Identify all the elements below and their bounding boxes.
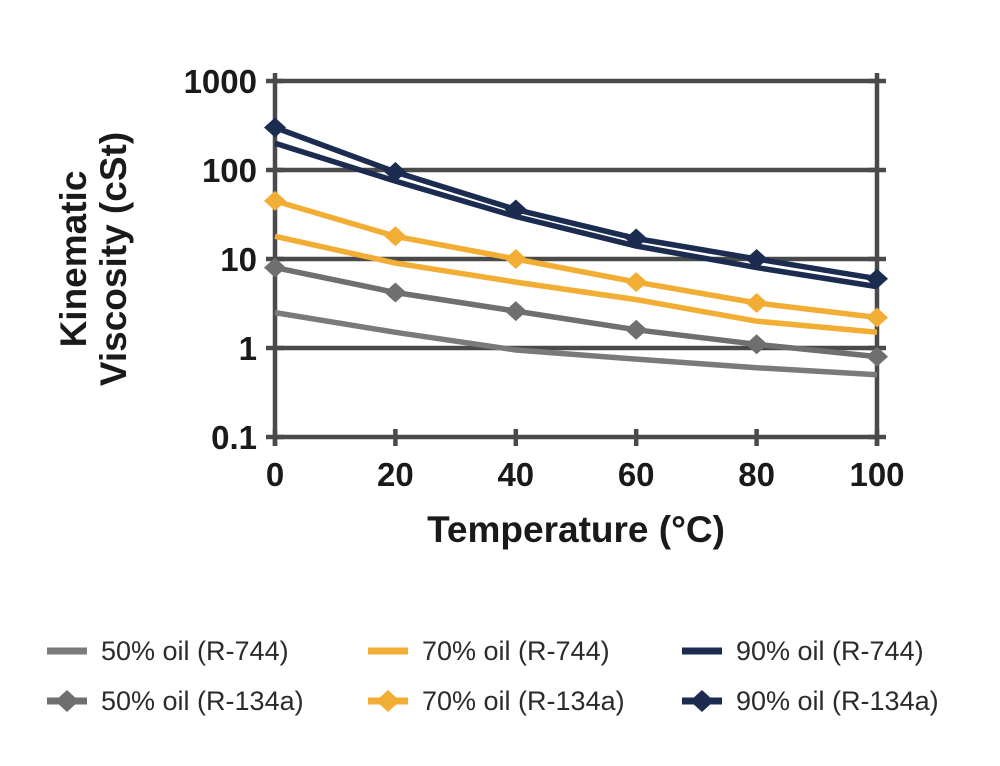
diamond-marker-icon	[264, 257, 286, 278]
y-axis-title: KinematicViscosity (cSt)	[53, 132, 134, 386]
diamond-marker-icon	[384, 282, 407, 303]
series-90-oil-r-744	[274, 140, 878, 290]
diamond-marker-icon	[745, 334, 768, 355]
legend-item-70-oil-r134a: 70% oil (R-134a)	[368, 685, 682, 716]
diamond-marker-icon	[625, 228, 648, 249]
legend-swatch-line-icon	[368, 647, 408, 655]
legend-item-70-oil-r744: 70% oil (R-744)	[368, 635, 682, 666]
diamond-marker-icon	[745, 249, 768, 269]
legend-label-90-oil-r134a: 90% oil (R-134a)	[736, 685, 939, 716]
diamond-marker-icon	[504, 199, 527, 220]
legend-item-90-oil-r134a: 90% oil (R-134a)	[682, 685, 939, 716]
diamond-marker-icon	[866, 346, 888, 367]
diamond-marker-icon	[745, 293, 768, 313]
legend: 50% oil (R-744) 70% oil (R-744) 90% oil …	[47, 635, 939, 716]
series-70-oil-r-744	[274, 233, 878, 336]
legend-item-50-oil-r134a: 50% oil (R-134a)	[47, 685, 368, 716]
diamond-marker-icon	[625, 319, 648, 340]
svg-text:40: 40	[497, 456, 534, 493]
diamond-marker-icon	[264, 117, 286, 138]
legend-swatch-line-icon	[682, 647, 722, 655]
y-gridlines-and-labels: 1000 100 10 1 0.1	[184, 63, 886, 456]
diamond-marker-icon	[866, 268, 888, 289]
svg-text:1000: 1000	[184, 63, 257, 100]
svg-text:10: 10	[220, 241, 257, 278]
diamond-marker-icon	[384, 226, 407, 247]
svg-text:80: 80	[738, 456, 775, 493]
diamond-marker-icon	[625, 272, 648, 293]
diamond-marker-icon	[384, 162, 407, 182]
diamond-marker-icon	[264, 190, 286, 211]
diamond-marker-icon	[866, 307, 888, 328]
viscosity-chart-svg: 1000 100 10 1 0.10 20 40 60 80 100 Temperature (°C…	[53, 63, 905, 550]
svg-text:100: 100	[849, 456, 904, 493]
series-50-oil-r-744	[274, 309, 878, 378]
svg-text:20: 20	[377, 456, 414, 493]
svg-text:100: 100	[202, 152, 257, 189]
diamond-marker-icon	[504, 301, 527, 322]
x-axis-title: Temperature (°C)	[427, 509, 725, 550]
svg-text:1: 1	[239, 330, 257, 367]
legend-swatch-line-icon	[47, 647, 87, 655]
legend-label-50-oil-r744: 50% oil (R-744)	[101, 635, 289, 666]
legend-item-50-oil-r744: 50% oil (R-744)	[47, 635, 368, 666]
legend-swatch-diamond-icon	[368, 690, 408, 712]
legend-label-70-oil-r134a: 70% oil (R-134a)	[422, 685, 625, 716]
series-50-oil-r-134a	[264, 257, 888, 367]
x-ticks-and-labels: 0 20 40 60 80 100	[266, 429, 905, 493]
legend-swatch-diamond-icon	[47, 690, 87, 712]
svg-text:0: 0	[266, 456, 284, 493]
series-70-oil-r-134a	[264, 190, 888, 328]
legend-label-50-oil-r134a: 50% oil (R-134a)	[101, 685, 304, 716]
svg-text:0.1: 0.1	[211, 419, 257, 456]
legend-label-90-oil-r744: 90% oil (R-744)	[736, 635, 924, 666]
svg-text:60: 60	[618, 456, 655, 493]
series-90-oil-r-134a	[264, 117, 888, 289]
diamond-marker-icon	[504, 249, 527, 269]
legend-swatch-diamond-icon	[682, 690, 722, 712]
legend-item-90-oil-r744: 90% oil (R-744)	[682, 635, 939, 666]
legend-label-70-oil-r744: 70% oil (R-744)	[422, 635, 610, 666]
